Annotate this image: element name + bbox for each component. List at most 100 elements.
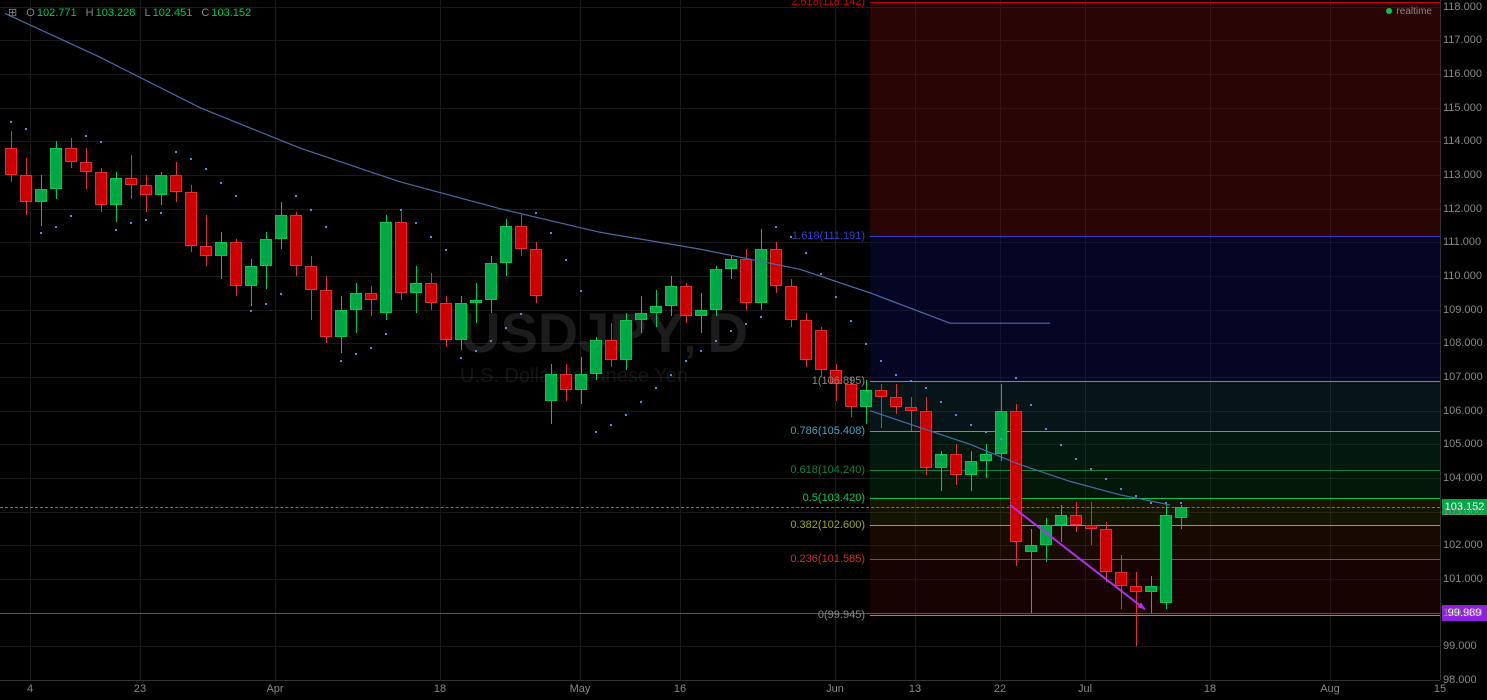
candle-body[interactable]	[680, 286, 692, 316]
horizontal-line[interactable]	[0, 613, 1440, 614]
candle-body[interactable]	[770, 249, 782, 286]
candle-body[interactable]	[5, 148, 17, 175]
candle-body[interactable]	[185, 192, 197, 246]
fib-level-line[interactable]	[870, 615, 1440, 616]
candle-body[interactable]	[710, 269, 722, 309]
candle-body[interactable]	[980, 454, 992, 461]
candle-body[interactable]	[1145, 586, 1157, 593]
gridline-v	[680, 0, 681, 680]
candle-body[interactable]	[605, 340, 617, 360]
candle-body[interactable]	[950, 454, 962, 474]
candle-body[interactable]	[140, 185, 152, 195]
candle-body[interactable]	[110, 178, 122, 205]
candle-body[interactable]	[230, 242, 242, 286]
fib-level-line[interactable]	[870, 525, 1440, 526]
candle-body[interactable]	[695, 310, 707, 317]
candle-body[interactable]	[1070, 515, 1082, 525]
candle-body[interactable]	[620, 320, 632, 360]
candle-body[interactable]	[1010, 411, 1022, 542]
ohlc-legend: ⊞ O102.771 H103.228 L102.451 C103.152	[8, 6, 251, 19]
candle-body[interactable]	[1130, 586, 1142, 593]
psar-dot	[40, 232, 42, 234]
candle-body[interactable]	[515, 226, 527, 250]
candle-body[interactable]	[20, 175, 32, 202]
candle-body[interactable]	[260, 239, 272, 266]
candle-body[interactable]	[65, 148, 77, 161]
psar-dot	[955, 414, 957, 416]
candle-body[interactable]	[935, 454, 947, 467]
candle-body[interactable]	[545, 374, 557, 401]
candle-body[interactable]	[755, 249, 767, 303]
psar-dot	[1105, 478, 1107, 480]
candle-body[interactable]	[200, 246, 212, 256]
psar-dot	[10, 121, 12, 123]
candle-body[interactable]	[890, 397, 902, 407]
candle-body[interactable]	[425, 283, 437, 303]
fib-level-line[interactable]	[870, 236, 1440, 237]
chart-plot-area[interactable]: USDJPY, D U.S. Dollar/Japanese Yen 2.618…	[0, 0, 1440, 680]
candle-body[interactable]	[1055, 515, 1067, 525]
candle-body[interactable]	[920, 411, 932, 468]
candle-body[interactable]	[95, 172, 107, 206]
candle-body[interactable]	[845, 384, 857, 408]
candle-body[interactable]	[500, 226, 512, 263]
candle-body[interactable]	[470, 300, 482, 303]
gridline-v	[140, 0, 141, 680]
fib-level-label: 0.618(104.240)	[770, 464, 865, 476]
candle-body[interactable]	[995, 411, 1007, 455]
candle-body[interactable]	[1115, 572, 1127, 585]
candle-body[interactable]	[35, 189, 47, 202]
candle-body[interactable]	[665, 286, 677, 306]
candle-body[interactable]	[1100, 529, 1112, 573]
candle-body[interactable]	[155, 175, 167, 195]
candle-body[interactable]	[275, 215, 287, 239]
candle-body[interactable]	[170, 175, 182, 192]
candle-body[interactable]	[875, 390, 887, 397]
candle-body[interactable]	[245, 266, 257, 286]
candle-body[interactable]	[560, 374, 572, 391]
x-axis-label: Jun	[826, 683, 844, 695]
candle-body[interactable]	[455, 303, 467, 340]
candle-body[interactable]	[1025, 545, 1037, 552]
candle-body[interactable]	[965, 461, 977, 474]
candle-body[interactable]	[785, 286, 797, 320]
gridline-v	[30, 0, 31, 680]
candle-body[interactable]	[530, 249, 542, 296]
candle-body[interactable]	[1085, 525, 1097, 528]
candle-body[interactable]	[575, 374, 587, 391]
candle-body[interactable]	[650, 306, 662, 313]
fib-level-line[interactable]	[870, 559, 1440, 560]
candle-body[interactable]	[80, 162, 92, 172]
candle-body[interactable]	[1040, 525, 1052, 545]
candle-body[interactable]	[335, 310, 347, 337]
candle-body[interactable]	[50, 148, 62, 188]
candle-body[interactable]	[905, 407, 917, 410]
fib-level-line[interactable]	[870, 381, 1440, 382]
candle-body[interactable]	[395, 222, 407, 293]
candle-body[interactable]	[1160, 515, 1172, 603]
candle-body[interactable]	[350, 293, 362, 310]
candle-body[interactable]	[440, 303, 452, 340]
candle-body[interactable]	[815, 330, 827, 370]
candle-body[interactable]	[320, 290, 332, 337]
y-axis-label: 116.000	[1443, 68, 1482, 80]
candle-body[interactable]	[800, 320, 812, 360]
chart-container[interactable]: USDJPY, D U.S. Dollar/Japanese Yen 2.618…	[0, 0, 1487, 700]
candle-body[interactable]	[125, 178, 137, 185]
candle-body[interactable]	[410, 283, 422, 293]
candle-body[interactable]	[485, 263, 497, 300]
candle-body[interactable]	[1175, 507, 1187, 519]
candle-body[interactable]	[635, 313, 647, 320]
candle-body[interactable]	[590, 340, 602, 374]
candle-body[interactable]	[305, 266, 317, 290]
candle-body[interactable]	[290, 215, 302, 265]
candle-body[interactable]	[740, 259, 752, 303]
candle-body[interactable]	[365, 293, 377, 300]
candle-body[interactable]	[215, 242, 227, 255]
fib-level-line[interactable]	[870, 498, 1440, 499]
fib-level-line[interactable]	[870, 431, 1440, 432]
fib-level-line[interactable]	[870, 2, 1440, 3]
candle-body[interactable]	[725, 259, 737, 269]
candle-body[interactable]	[860, 390, 872, 407]
candle-body[interactable]	[380, 222, 392, 313]
